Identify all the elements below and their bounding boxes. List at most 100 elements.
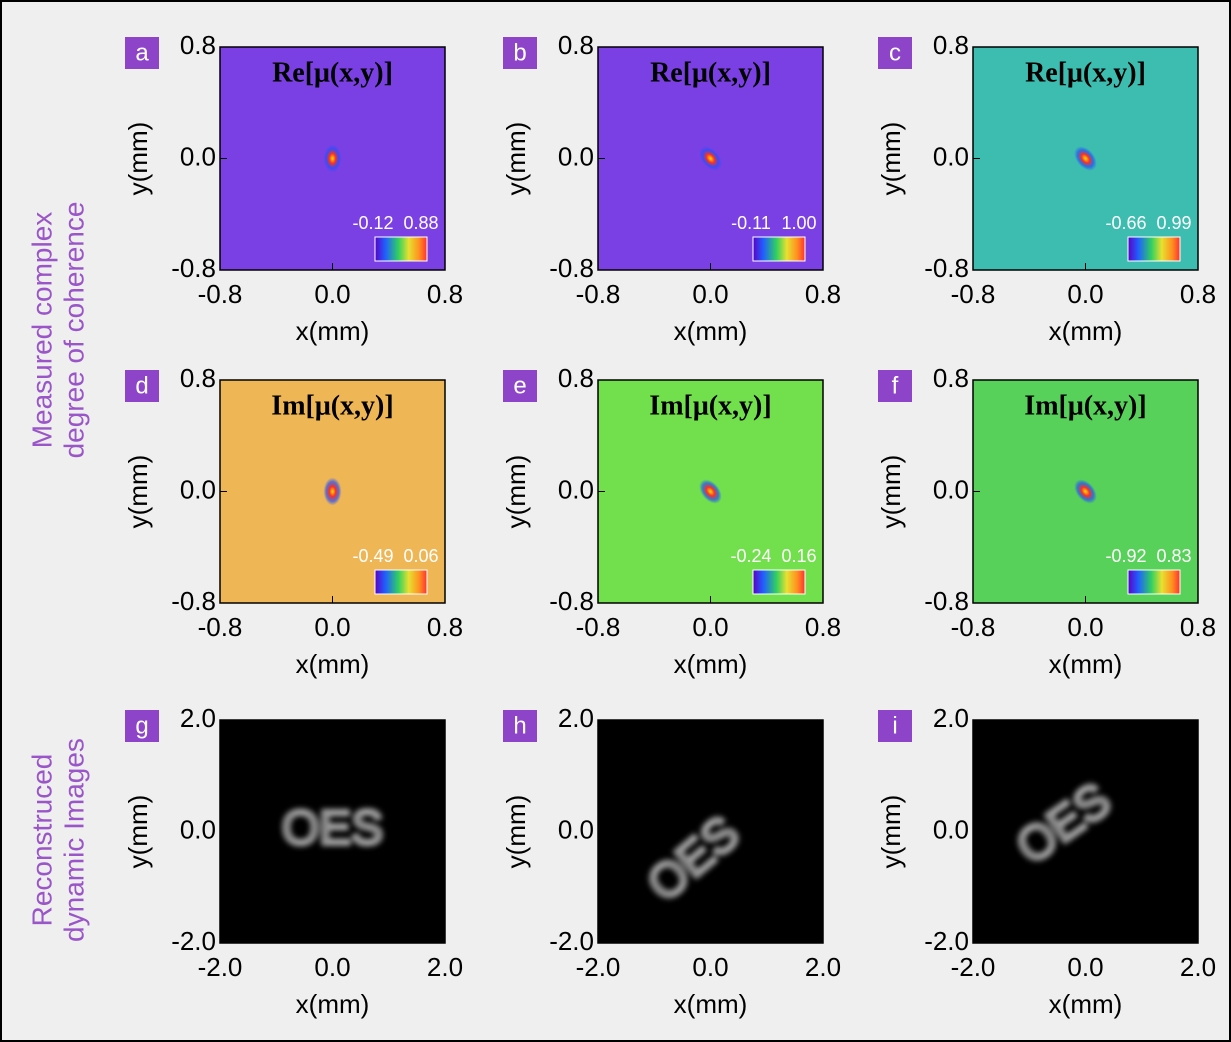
y-tick-label: 0.0 [558,141,594,171]
y-axis-label: y(mm) [876,455,906,529]
panel-letter: h [513,712,526,739]
y-tick-label: -2.0 [549,926,594,956]
colorbar-label: -0.49 [352,546,393,566]
x-tick-label: -2.0 [576,952,621,982]
colorbar [375,237,427,261]
panel-letter: i [892,712,897,739]
panel-title: Im[μ(x,y)] [649,390,771,421]
x-tick-label: 2.0 [427,952,463,982]
y-tick-label: -0.8 [924,586,969,616]
panel-title: Im[μ(x,y)] [1024,390,1146,421]
x-tick-label: -0.8 [576,612,621,642]
y-axis-label: y(mm) [501,455,531,529]
panel-letter: c [889,39,901,66]
y-tick-label: 0.8 [180,363,216,393]
colorbar-label: -0.92 [1105,546,1146,566]
panel-letter: f [892,372,899,399]
y-axis-label: y(mm) [876,122,906,196]
colorbar-label: -0.11 [731,213,771,233]
y-tick-label: 2.0 [933,703,969,733]
coherence-peak [324,478,342,506]
x-tick-label: -0.8 [576,279,621,309]
panel-title: Im[μ(x,y)] [271,390,393,421]
panel-title: Re[μ(x,y)] [650,57,771,88]
y-tick-label: 0.8 [180,30,216,60]
y-axis-label: y(mm) [501,122,531,196]
colorbar-label: 0.06 [403,546,438,566]
x-axis-label: x(mm) [1049,989,1123,1019]
x-tick-label: 0.8 [805,279,841,309]
colorbar-label: 1.00 [781,213,816,233]
y-tick-label: 0.8 [933,30,969,60]
y-tick-label: -0.8 [549,586,594,616]
x-axis-label: x(mm) [296,316,370,346]
y-axis-label: y(mm) [876,795,906,869]
figure: Measured complex degree of coherence Rec… [0,0,1231,1042]
x-tick-label: 0.0 [692,612,728,642]
x-tick-label: 0.0 [1067,612,1103,642]
y-tick-label: -2.0 [171,926,216,956]
y-axis-label: y(mm) [123,122,153,196]
y-tick-label: 0.0 [180,474,216,504]
y-tick-label: 0.0 [933,474,969,504]
x-axis-label: x(mm) [1049,649,1123,679]
coherence-peak [324,145,342,173]
panel-title: Re[μ(x,y)] [272,57,393,88]
y-tick-label: 0.0 [558,474,594,504]
colorbar-label: -0.12 [352,213,393,233]
x-axis-label: x(mm) [674,989,748,1019]
colorbar-label: -0.24 [730,546,771,566]
row-label: Measured complex [26,212,57,449]
colorbar-label: 0.88 [403,213,438,233]
y-tick-label: 0.8 [558,30,594,60]
y-tick-label: 0.8 [558,363,594,393]
x-tick-label: 0.8 [1180,612,1216,642]
colorbar [1128,570,1180,594]
y-tick-label: 0.0 [180,141,216,171]
x-tick-label: -0.8 [951,612,996,642]
x-tick-label: 0.8 [427,612,463,642]
colorbar-label: 0.99 [1156,213,1191,233]
x-tick-label: 0.8 [427,279,463,309]
x-tick-label: 0.8 [1180,279,1216,309]
x-axis-label: x(mm) [296,649,370,679]
colorbar [753,237,805,261]
x-axis-label: x(mm) [674,649,748,679]
x-tick-label: 0.0 [314,952,350,982]
y-tick-label: -0.8 [924,253,969,283]
panel-title: Re[μ(x,y)] [1025,57,1146,88]
colorbar [1128,237,1180,261]
image-text: OES [282,802,383,855]
row-label: degree of coherence [58,202,89,459]
y-tick-label: -0.8 [171,586,216,616]
y-tick-label: 2.0 [180,703,216,733]
y-tick-label: 0.0 [180,814,216,844]
y-axis-label: y(mm) [123,795,153,869]
x-tick-label: 0.0 [314,279,350,309]
x-tick-label: 2.0 [1180,952,1216,982]
x-tick-label: 2.0 [805,952,841,982]
x-tick-label: 0.0 [1067,952,1103,982]
colorbar-label: -0.66 [1105,213,1146,233]
y-tick-label: -2.0 [924,926,969,956]
x-axis-label: x(mm) [296,989,370,1019]
panel-letter: e [513,372,526,399]
row-label: Reconstruced [26,754,57,927]
row-label: dynamic Images [58,738,89,942]
y-tick-label: 0.8 [933,363,969,393]
x-tick-label: 0.0 [1067,279,1103,309]
colorbar [753,570,805,594]
x-axis-label: x(mm) [674,316,748,346]
colorbar [375,570,427,594]
y-axis-label: y(mm) [123,455,153,529]
y-tick-label: 0.0 [933,141,969,171]
panel-letter: b [513,39,526,66]
x-tick-label: 0.8 [805,612,841,642]
x-axis-label: x(mm) [1049,316,1123,346]
y-axis-label: y(mm) [501,795,531,869]
panel-letter: a [135,39,149,66]
x-tick-label: -2.0 [198,952,243,982]
colorbar-label: 0.16 [781,546,816,566]
colorbar-label: 0.83 [1156,546,1191,566]
y-tick-label: 0.0 [558,814,594,844]
